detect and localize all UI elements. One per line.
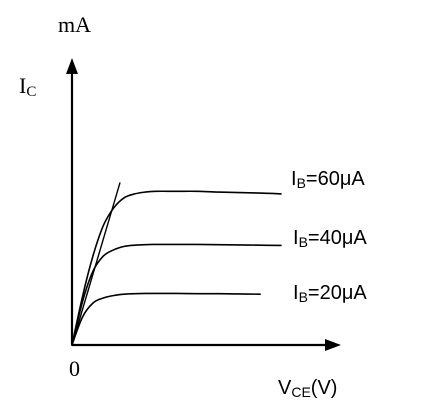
x-axis-label-suffix: (V) (311, 377, 338, 399)
axes (66, 58, 341, 351)
series-line-20 (71, 292, 261, 346)
saturation-boundary-line (71, 182, 121, 346)
series-label-60: IB=60μA (291, 168, 365, 191)
series-label-60-main: I (291, 168, 297, 190)
series-label-40-suffix: =40μA (308, 227, 367, 249)
y-axis-label-main: I (19, 73, 26, 98)
x-axis-label: VCE(V) (278, 377, 337, 400)
x-axis-label-sub: CE (291, 384, 310, 400)
y-axis-label: IC (19, 73, 36, 100)
y-axis-arrowhead (66, 58, 78, 74)
series-label-40-sub: B (299, 234, 308, 250)
series-labels: IB=60μA IB=40μA IB=20μA (291, 168, 367, 305)
series-label-20-main: I (293, 282, 299, 304)
series-label-20-suffix: =20μA (308, 282, 367, 304)
unit-label: mA (58, 12, 91, 37)
series-line-60 (71, 190, 282, 346)
origin-label: 0 (69, 356, 80, 381)
series-group (71, 182, 282, 346)
series-label-60-sub: B (297, 175, 306, 191)
series-label-20-sub: B (299, 289, 308, 305)
y-axis-label-sub: C (26, 84, 36, 100)
x-axis-arrowhead (325, 339, 341, 351)
series-label-40-main: I (293, 227, 299, 249)
x-axis-label-main: V (278, 377, 292, 399)
series-label-60-suffix: =60μA (306, 168, 365, 190)
series-label-40: IB=40μA (293, 227, 367, 250)
series-label-20: IB=20μA (293, 282, 367, 305)
